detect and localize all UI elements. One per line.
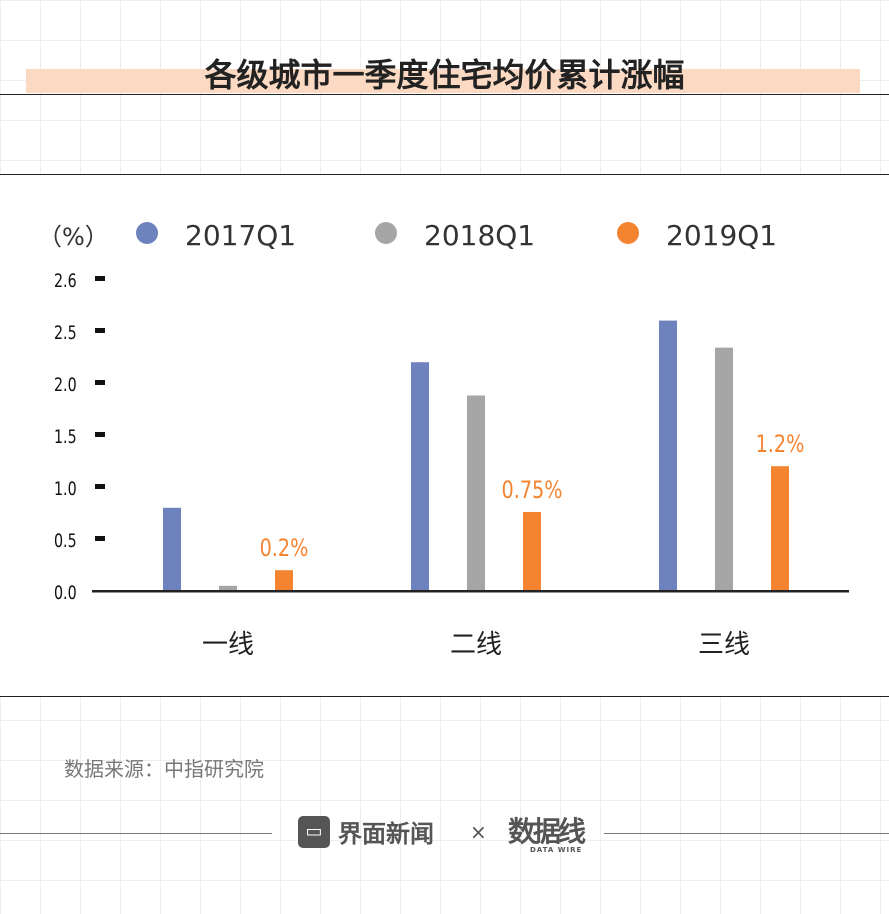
y-tick-mark [95,432,105,437]
chart-title: 各级城市一季度住宅均价累计涨幅 [204,56,685,94]
data-label: 0.2% [260,535,309,563]
y-tick-label: 1.5 [54,425,77,448]
x-tick-label: 三线 [698,630,750,660]
brand-logo: ▭ 界面新闻 [298,814,434,849]
data-label: 1.2% [756,431,805,459]
bar-2019Q1-一线 [275,570,293,591]
bar-2019Q1-三线 [771,466,789,591]
brand-name: 界面新闻 [338,820,434,848]
x-tick-label: 二线 [450,630,502,660]
y-tick-mark [95,484,105,489]
bar-2018Q1-二线 [467,395,485,591]
source-note: 数据来源：中指研究院 [64,757,264,781]
legend-marker-2017Q1 [136,222,158,244]
bar-2017Q1-二线 [411,362,429,591]
times-sign: × [470,820,487,844]
bar-2017Q1-三线 [659,320,677,591]
bar-2017Q1-一线 [163,507,181,591]
legend-label-2019Q1: 2019Q1 [666,219,777,252]
footer: ▭ 界面新闻 × 数据线 DATA WIRE [0,810,889,855]
partner-logo-sub: DATA WIRE [530,846,583,854]
footer-line-left [0,833,272,834]
partner-logo: 数据线 [508,815,586,848]
y-axis-unit: （%） [38,223,109,251]
x-axis-line [92,590,849,593]
y-tick-label: 2.6 [54,269,77,292]
bar-2018Q1-三线 [715,347,733,591]
chart-panel: （%） 2017Q1 2018Q1 2019Q1 0.0 0.5 1.0 1.5 2.0 2.5 2… [0,174,889,696]
legend-marker-2018Q1 [375,222,397,244]
bar-2018Q1-一线 [219,585,237,591]
bar-chart: （%） 2017Q1 2018Q1 2019Q1 0.0 0.5 1.0 1.5 2.0 2.5 2… [38,219,849,660]
y-tick-label: 0.0 [54,581,77,604]
y-tick-mark [95,380,105,385]
legend-marker-2019Q1 [617,222,639,244]
legend-label-2017Q1: 2017Q1 [185,219,296,252]
data-label: 0.75% [502,477,563,505]
title-divider [0,94,889,95]
y-tick-mark [95,328,105,333]
footer-line-right [604,833,889,834]
bottom-divider [0,696,889,697]
y-tick-label: 1.0 [54,477,77,500]
y-tick-label: 0.5 [54,529,77,552]
y-tick-mark [95,536,105,541]
title-highlight [26,69,860,93]
legend-label-2018Q1: 2018Q1 [424,219,535,252]
top-divider [0,174,889,175]
y-tick-mark [95,276,105,281]
brand-logo-icon: ▭ [298,815,330,848]
y-tick-label: 2.0 [54,373,77,396]
y-tick-label: 2.5 [54,321,77,344]
x-tick-label: 一线 [202,630,254,660]
bar-2019Q1-二线 [523,511,541,591]
